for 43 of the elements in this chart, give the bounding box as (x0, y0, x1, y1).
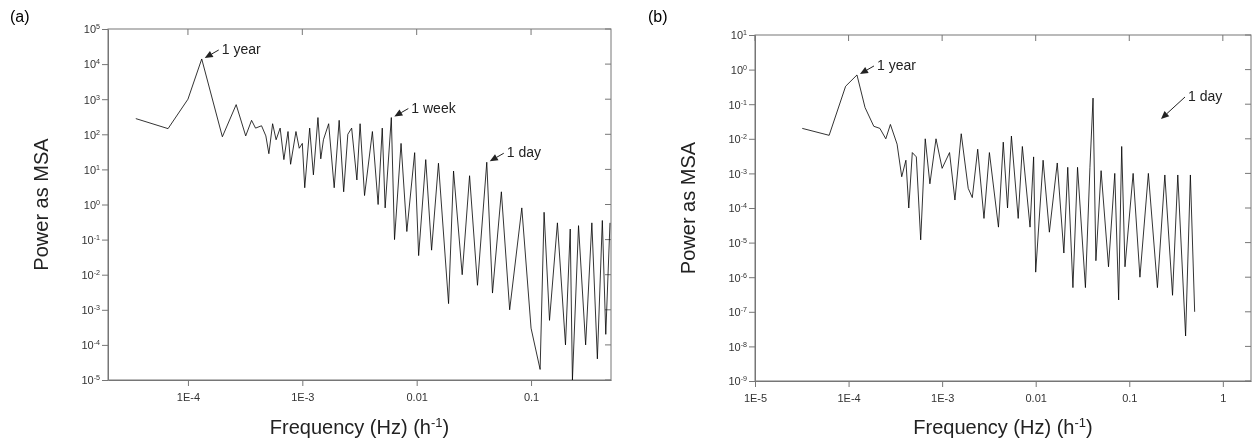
y-tick-label: 10$^{-1}$ (81, 233, 101, 246)
y-tick-label: 10$^{-4}$ (81, 339, 101, 352)
x-tick-label: 1E-4 (837, 392, 861, 405)
y-tick-label: 10$^{-5}$ (81, 374, 101, 387)
y-tick-label: 10$^{1}$ (730, 29, 748, 42)
y-tick-label: 10$^{2}$ (83, 128, 101, 141)
x-tick-label: 0.1 (1122, 392, 1138, 405)
x-tick-label: 1 (1220, 392, 1227, 405)
y-tick-label: 10$^{0}$ (83, 198, 101, 211)
y-tick-label: 10$^{-5}$ (728, 236, 748, 249)
x-tick-label: 1E-4 (176, 391, 201, 404)
annotation: 1 year (221, 40, 261, 57)
x-tick-label: 1E-5 (743, 392, 768, 405)
y-tick-label: 10$^{-6}$ (728, 271, 748, 284)
y-axis-title: Power as MSA (30, 137, 52, 271)
annotation: 1 day (1188, 88, 1223, 104)
y-tick-label: 10$^{-9}$ (728, 375, 748, 388)
y-tick-label: 10$^{-2}$ (81, 269, 101, 282)
chart-title: (b) (648, 8, 668, 25)
y-tick-label: 10$^{5}$ (83, 23, 101, 36)
x-tick-label: 1E-3 (291, 391, 315, 404)
y-tick-label: 10$^{-4}$ (728, 202, 748, 215)
y-axis-title: Power as MSA (677, 141, 699, 275)
y-tick-label: 10$^{3}$ (83, 93, 101, 106)
x-axis-title: Frequency (Hz) (h$^{-1}$) (269, 414, 450, 438)
x-axis-title: Frequency (Hz) (h$^{-1}$) (913, 414, 1093, 438)
chart-title: (a) (10, 8, 30, 25)
y-tick-label: 10$^{4}$ (83, 58, 101, 71)
y-tick-label: 10$^{0}$ (730, 63, 748, 76)
x-tick-label: 0.1 (523, 391, 540, 404)
y-tick-label: 10$^{1}$ (83, 163, 101, 176)
x-tick-label: 1E-3 (931, 392, 955, 405)
x-tick-label: 0.01 (1025, 392, 1047, 405)
y-tick-label: 10$^{-3}$ (728, 167, 748, 180)
y-tick-label: 10$^{-8}$ (728, 340, 748, 353)
annotation: 1 year (876, 56, 917, 73)
y-tick-label: 10$^{-2}$ (728, 133, 748, 146)
y-tick-label: 10$^{-1}$ (728, 98, 748, 111)
y-tick-label: 10$^{-3}$ (81, 304, 101, 317)
y-tick-label: 10$^{-7}$ (728, 306, 748, 319)
annotation: 1 day (506, 144, 542, 161)
x-tick-label: 0.01 (406, 391, 428, 404)
annotation: 1 week (411, 99, 457, 116)
